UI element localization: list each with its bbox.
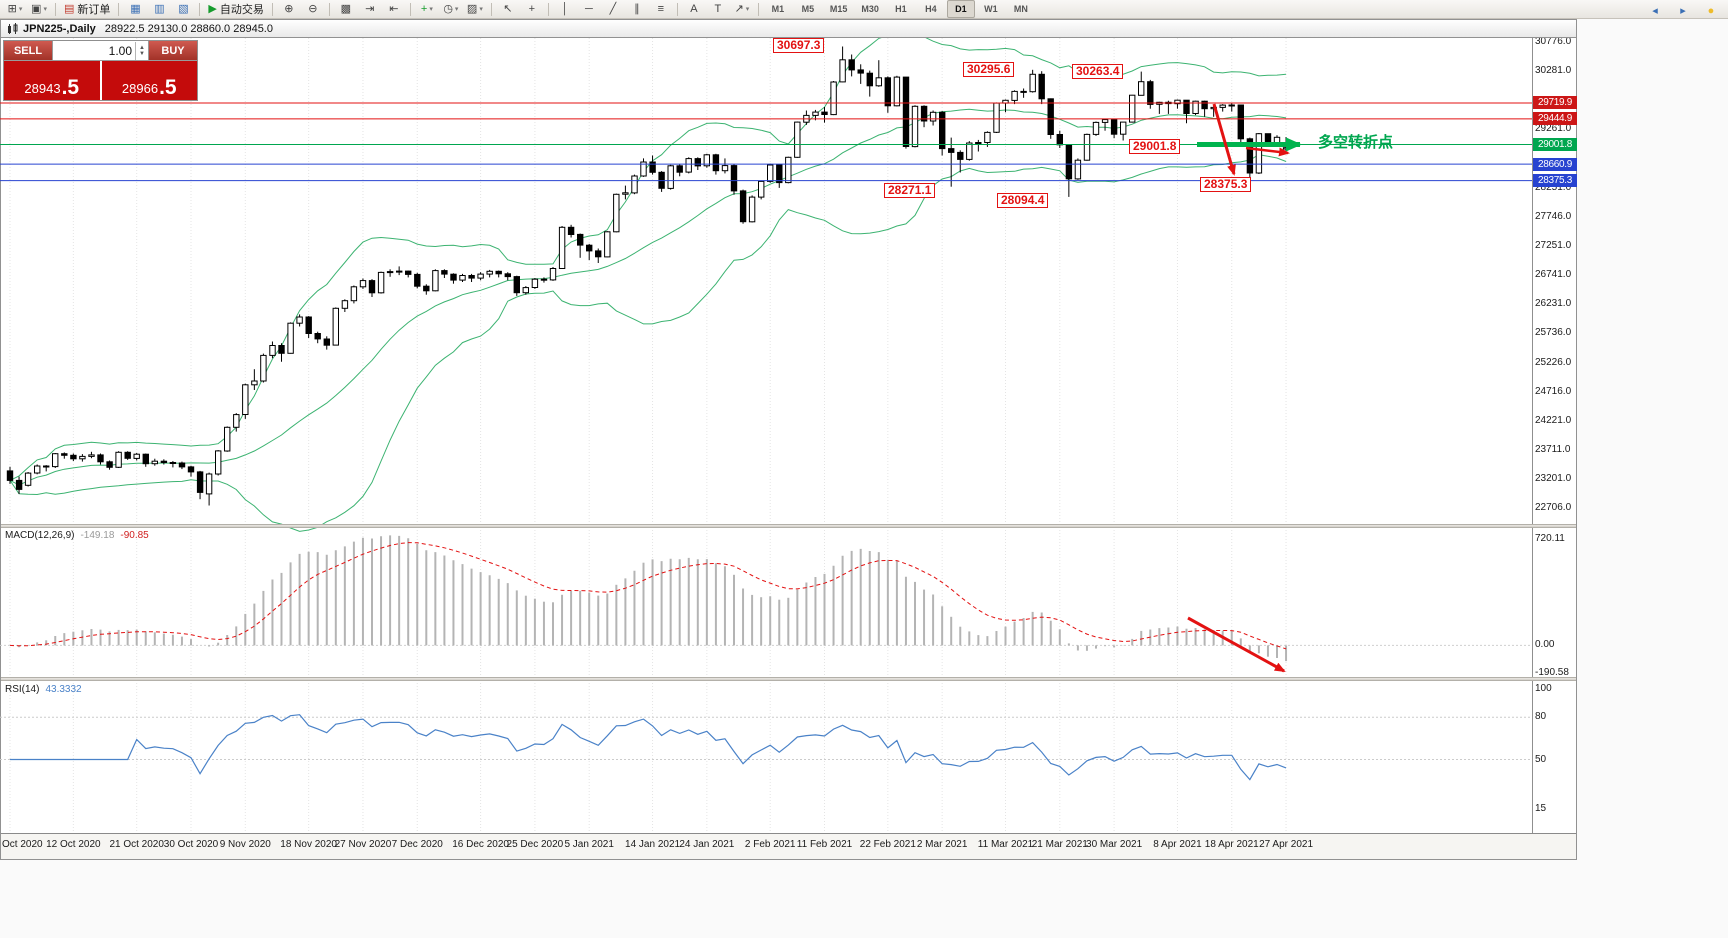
new-chart-button[interactable]: ⊞ ▾ [7,3,23,15]
data-window-button[interactable]: ▥ [154,3,165,15]
chart-window-title-bar: JPN225-,Daily 28922.5 29130.0 28860.0 28… [0,19,1577,38]
chart-shift-button[interactable]: ⇤ [389,3,399,15]
sell-price-main: 28943 [24,81,61,96]
arrows-tool-button[interactable]: ↗ ▾ [734,3,750,15]
timeframe-h1[interactable]: H1 [895,4,907,14]
macd-main-value: -149.18 [80,530,115,541]
macd-histogram [18,535,1288,662]
rsi-line [10,714,1287,781]
zoom-in-button[interactable]: ⊕ [284,3,294,15]
zoom-out-button[interactable]: ⊖ [308,3,318,15]
macd-label: MACD(12,26,9) [5,530,75,541]
toolbar-separator [328,2,330,16]
fibonacci-button[interactable]: ≡ [657,3,665,15]
toolbar-separator [271,2,273,16]
terminal-button[interactable]: ▧ [178,3,189,15]
trend-arrow[interactable] [1245,146,1290,157]
panel-separator[interactable] [1,677,1576,681]
status-indicator[interactable]: ● [1707,5,1715,17]
buy-button[interactable]: BUY [149,41,197,60]
toolbar-separator [199,2,201,16]
timeframe-w1[interactable]: W1 [984,4,998,14]
chart-ohlc-values: 28922.5 29130.0 28860.0 28945.0 [104,22,273,35]
timeframe-mn[interactable]: MN [1013,4,1028,14]
buy-price-frac: .5 [159,76,177,99]
bollinger-band-lo [9,154,1287,532]
market-watch-button[interactable]: ▦ [130,3,141,15]
crosshair-button[interactable]: + [528,3,536,15]
new-order-button[interactable]: ▤ 新订单 [64,3,111,16]
macd-signal-value: -90.85 [120,530,149,541]
scroll-right-icon[interactable]: ▸ [1680,5,1686,17]
text-label-button[interactable]: T [714,3,722,15]
macd-trend-arrow[interactable] [1187,616,1286,673]
horizontal-line-button[interactable]: ─ [584,3,593,15]
one-click-trade-panel: SELL 1.00 ▲ ▼ BUY 28943 .5 28966 .5 [3,40,198,101]
macd-indicator-label: MACD(12,26,9) -149.18 -90.85 [5,530,149,541]
periods-button[interactable]: ◷ ▾ [443,3,459,15]
axis-separator [1,833,1576,834]
volume-value: 1.00 [108,43,132,58]
buy-price-display: 28966 .5 [101,61,197,100]
channel-button[interactable]: ∥ [634,3,640,15]
tile-windows-button[interactable]: ▩ [340,3,352,15]
scroll-left-icon[interactable]: ◂ [1652,5,1658,17]
toolbar-separator [409,2,411,16]
panel-separator[interactable] [1,524,1576,528]
volume-spinner[interactable]: ▲ ▼ [135,41,148,60]
toolbar-separator [55,2,56,16]
toolbar-separator [676,2,678,16]
templates-button[interactable]: ▨ ▾ [466,3,483,15]
candlestick-chart-icon [8,22,18,34]
timeframe-m1[interactable]: M1 [771,4,785,14]
bollinger-band-up [9,29,1287,481]
toolbar-separator [547,2,549,16]
vertical-line-button[interactable]: │ [561,3,569,15]
rsi-indicator-label: RSI(14) 43.3332 [5,684,82,695]
main-toolbar: ⊞ ▾ ▣ ▾ ▤ 新订单 ▦ ▥ ▧ ▶ 自动交易 ⊕ ⊖ ▩ ⇥ ⇤ + ▾ ◷ ▾ ▨ ▾ ↖ + │ ─ ╱ ∥ ≡ A T ↗ ▾ M1… [0,0,1728,19]
auto-scroll-button[interactable]: ⇥ [365,3,375,15]
trend-arrow[interactable] [1212,103,1236,176]
toolbar-separator [118,2,120,16]
price-axis-line [1532,38,1533,835]
toolbar-right-group: ◂ ▸ ● [1643,2,1723,20]
volume-input[interactable]: 1.00 ▲ ▼ [52,41,149,60]
timeframe-m5[interactable]: M5 [801,4,815,14]
candlestick-series [6,46,1290,506]
text-button[interactable]: A [690,3,698,15]
timeframe-m30[interactable]: M30 [861,4,879,14]
indicators-button[interactable]: + ▾ [420,3,433,15]
bollinger-band-mid [9,108,1287,486]
sell-button[interactable]: SELL [4,41,52,60]
spinner-up-icon[interactable]: ▲ [139,44,145,51]
macd-signal-line [9,542,1287,650]
sell-price-display: 28943 .5 [4,61,102,100]
spinner-down-icon[interactable]: ▼ [139,50,145,57]
autotrading-button[interactable]: ▶ 自动交易 [208,3,264,16]
time-axis [1,834,1576,859]
toolbar-separator [490,2,492,16]
rsi-label: RSI(14) [5,684,40,695]
timeframe-d1[interactable]: D1 [946,0,975,18]
chart-profiles-button[interactable]: ▣ ▾ [31,3,47,15]
sell-price-frac: .5 [61,76,80,99]
rsi-value: 43.3332 [45,684,82,695]
chart-title: JPN225-,Daily [23,22,96,35]
cursor-button[interactable]: ↖ [503,3,513,15]
buy-price-main: 28966 [121,81,159,96]
timeframe-m15[interactable]: M15 [829,4,848,14]
timeframe-h4[interactable]: H4 [925,4,937,14]
trendline-button[interactable]: ╱ [609,3,617,15]
toolbar-separator [757,2,759,16]
